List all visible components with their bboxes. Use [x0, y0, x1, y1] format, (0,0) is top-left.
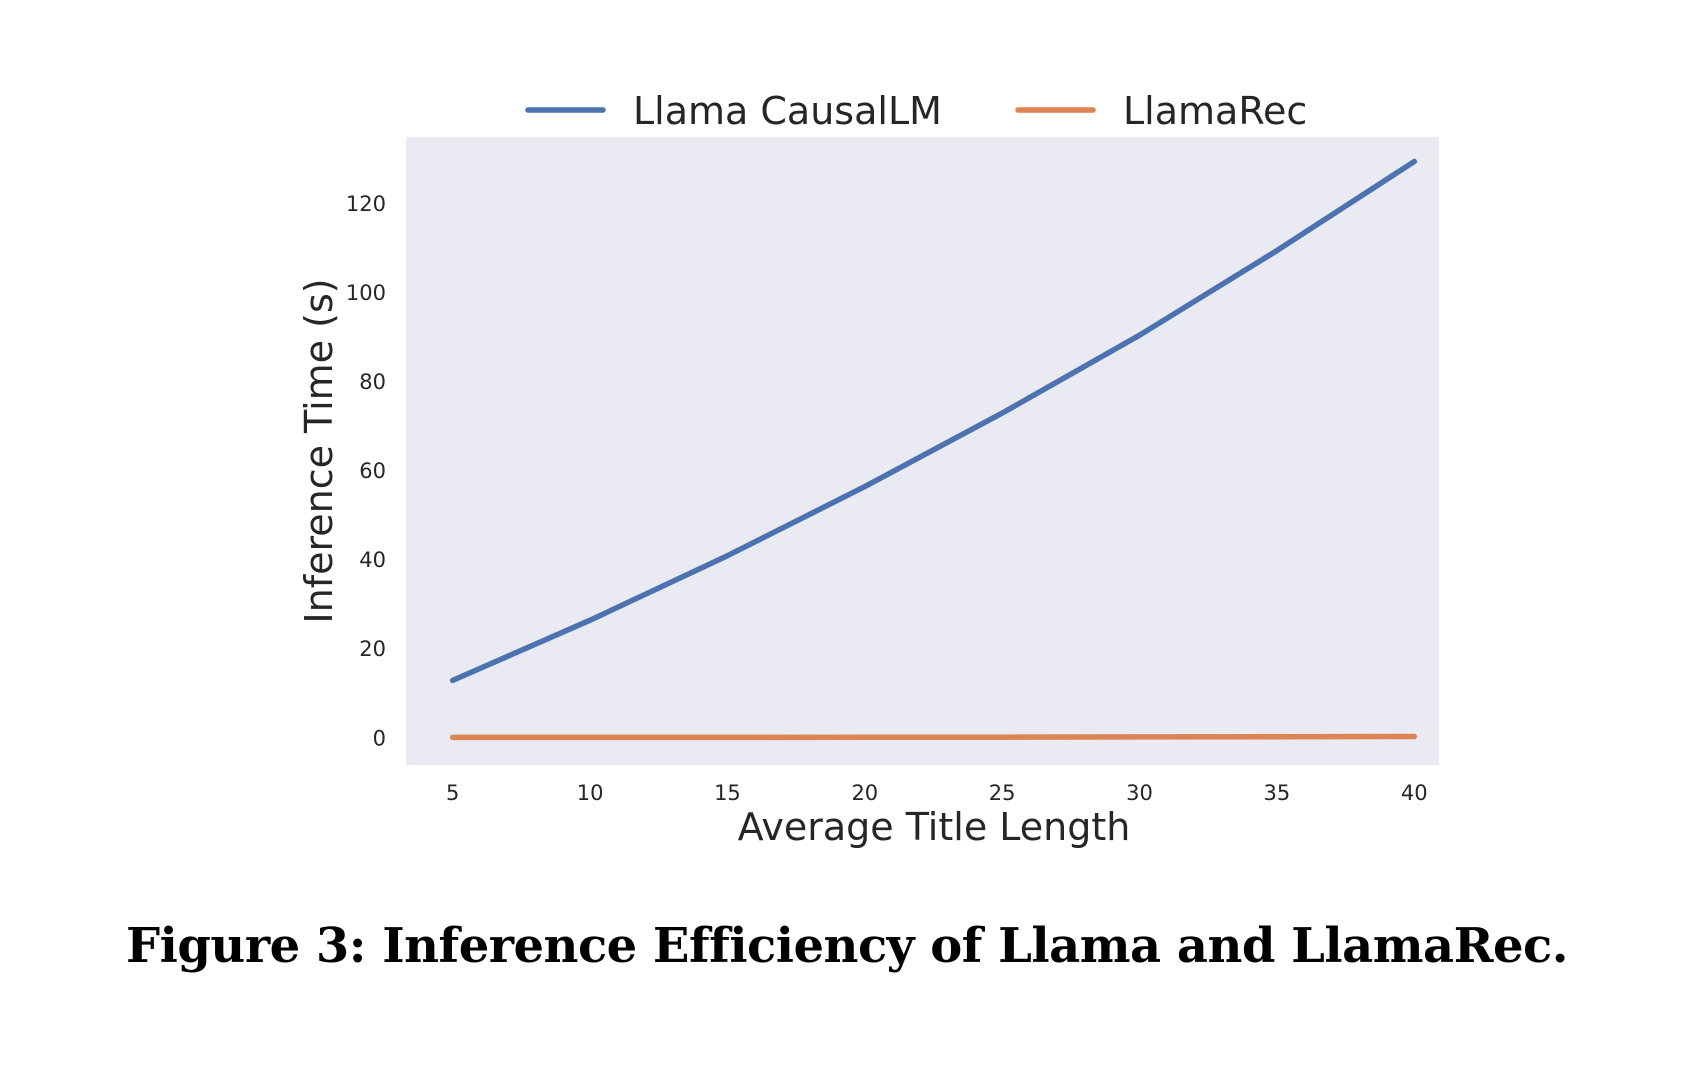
x-tick-label: 25: [989, 781, 1016, 805]
y-tick-label: 40: [359, 548, 386, 572]
x-axis-title: Average Title Length: [738, 805, 1131, 849]
legend: Llama CausalLM LlamaRec: [525, 89, 1307, 133]
x-tick-label: 40: [1401, 781, 1428, 805]
y-tick-label: 80: [359, 370, 386, 394]
x-axis: 5 10 15 20 25 30 35 40: [446, 781, 1428, 805]
y-tick-label: 0: [373, 726, 386, 750]
series-lines: [449, 158, 1418, 741]
y-tick-label: 20: [359, 637, 386, 661]
legend-label: Llama CausalLM: [633, 89, 942, 133]
y-tick-label: 60: [359, 459, 386, 483]
figure-caption: Figure 3: Inference Efficiency of Llama …: [126, 918, 1568, 974]
x-tick-label: 35: [1264, 781, 1291, 805]
y-axis: 0 20 40 60 80 100 120: [346, 192, 386, 750]
y-tick-label: 120: [346, 192, 386, 216]
x-tick-label: 30: [1126, 781, 1153, 805]
series-line-1: [449, 733, 1418, 741]
x-tick-label: 5: [446, 781, 459, 805]
y-tick-label: 100: [346, 281, 386, 305]
series-line-0: [449, 158, 1418, 684]
y-axis-title: Inference Time (s): [297, 278, 341, 623]
x-tick-label: 15: [714, 781, 741, 805]
x-tick-label: 20: [851, 781, 878, 805]
x-tick-label: 10: [577, 781, 604, 805]
legend-label: LlamaRec: [1123, 89, 1307, 133]
plot-area: [406, 137, 1439, 765]
